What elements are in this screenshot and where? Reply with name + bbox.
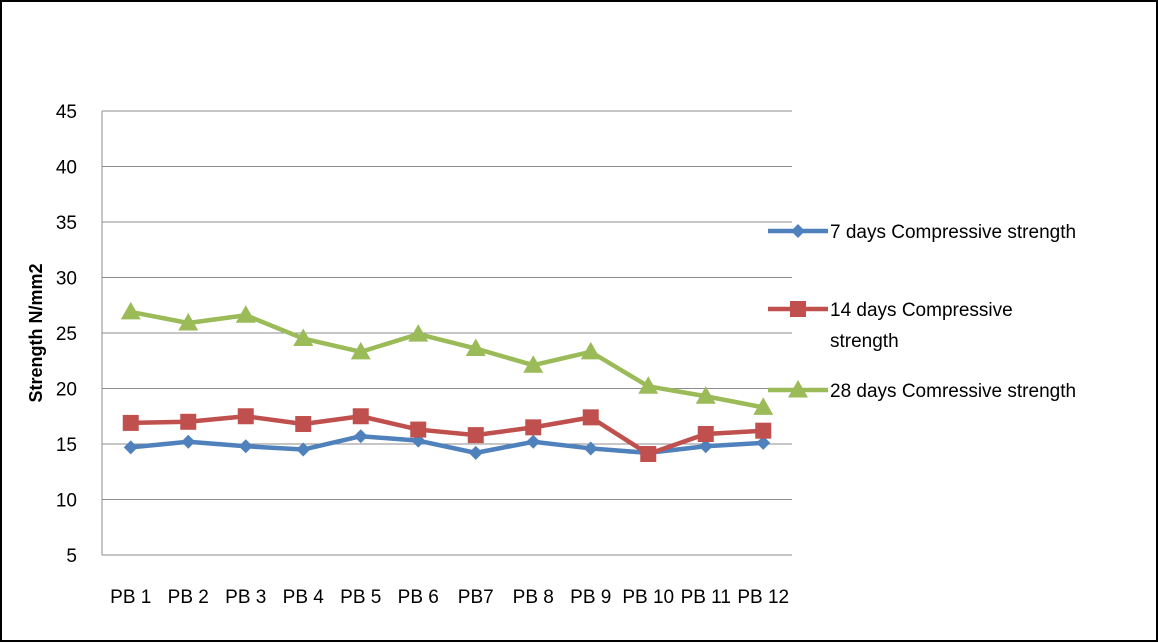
data-point-triangle <box>580 341 601 360</box>
x-tick-label: PB 4 <box>283 587 325 608</box>
data-point-diamond <box>468 445 483 460</box>
y-axis-label: Strength N/mm2 <box>26 263 46 402</box>
x-tick-label: PB 9 <box>570 587 611 608</box>
data-point-triangle <box>408 324 429 342</box>
y-tick-label: 30 <box>56 269 77 290</box>
data-point-triangle <box>465 338 486 357</box>
data-point-triangle <box>788 380 808 398</box>
x-tick-label: PB 6 <box>398 587 439 608</box>
data-point-triangle <box>523 355 544 373</box>
data-point-diamond <box>296 442 311 457</box>
series-group <box>120 301 774 462</box>
y-tick-label: 15 <box>56 435 77 456</box>
data-point-square <box>180 413 197 430</box>
legend-item-2: 14 days Compressive strength <box>768 300 1013 352</box>
series-line <box>128 433 766 456</box>
data-point-diamond <box>583 441 598 456</box>
data-point-diamond <box>526 434 541 449</box>
data-point-square <box>352 408 369 425</box>
legend-item-1: 7 days Compressive strength <box>768 222 1076 243</box>
series-line <box>128 309 766 410</box>
x-tick-label: PB7 <box>458 587 494 608</box>
data-point-triangle <box>120 301 141 320</box>
data-point-diamond <box>238 439 253 454</box>
x-axis-ticks: PB 1 PB 2 PB 3 PB 4 PB 5 PB 6 PB7 PB 8 PB 9 PB 10… <box>110 587 789 608</box>
data-point-triangle <box>235 305 256 323</box>
y-tick-label: 10 <box>56 491 77 512</box>
x-tick-label: PB 10 <box>622 587 674 608</box>
data-point-triangle <box>695 386 716 404</box>
y-tick-label: 40 <box>56 158 77 179</box>
legend-item-3: 28 days Comressive strength <box>768 380 1076 402</box>
x-tick-label: PB 8 <box>513 587 554 608</box>
y-tick-label: 25 <box>56 324 77 345</box>
data-point-triangle <box>178 313 199 331</box>
data-point-diamond <box>791 224 805 238</box>
data-point-triangle <box>638 376 659 394</box>
series-3 <box>120 301 774 415</box>
legend-label: 7 days Compressive strength <box>830 222 1076 243</box>
y-tick-label: 5 <box>66 546 77 567</box>
x-tick-label: PB 1 <box>110 587 151 608</box>
data-point-square <box>122 414 139 431</box>
data-point-triangle <box>293 328 314 347</box>
data-point-square <box>697 426 714 443</box>
x-tick-label: PB 12 <box>737 587 789 608</box>
x-tick-label: PB 5 <box>340 587 381 608</box>
data-point-square <box>410 421 427 438</box>
data-point-square <box>582 409 599 426</box>
legend-label: 28 days Comressive strength <box>830 381 1076 402</box>
legend-label: strength <box>830 331 899 352</box>
data-point-square <box>755 422 772 439</box>
y-tick-label: 20 <box>56 380 77 401</box>
data-point-diamond <box>123 440 138 455</box>
data-point-triangle <box>350 341 371 360</box>
x-tick-label: PB 2 <box>168 587 209 608</box>
data-point-square <box>467 427 484 444</box>
data-point-square <box>237 408 254 425</box>
legend: 7 days Compressive strength 14 days Compr… <box>768 222 1076 402</box>
data-point-square <box>790 301 806 317</box>
data-point-diamond <box>181 434 196 449</box>
data-point-diamond <box>756 435 771 450</box>
series-2 <box>122 408 772 462</box>
y-tick-label: 45 <box>56 102 77 123</box>
data-point-square <box>640 445 657 462</box>
data-point-square <box>525 419 542 436</box>
y-tick-label: 35 <box>56 213 77 234</box>
data-point-square <box>295 416 312 433</box>
series-line <box>128 414 766 457</box>
x-tick-label: PB 3 <box>225 587 266 608</box>
data-point-diamond <box>353 429 368 444</box>
gridlines <box>101 110 792 556</box>
legend-label: 14 days Compressive <box>830 300 1013 321</box>
y-axis-ticks: 5 10 15 20 25 30 35 40 45 <box>56 102 77 567</box>
data-point-diamond <box>698 439 713 454</box>
data-point-triangle <box>753 397 774 415</box>
x-tick-label: PB 11 <box>681 587 731 608</box>
